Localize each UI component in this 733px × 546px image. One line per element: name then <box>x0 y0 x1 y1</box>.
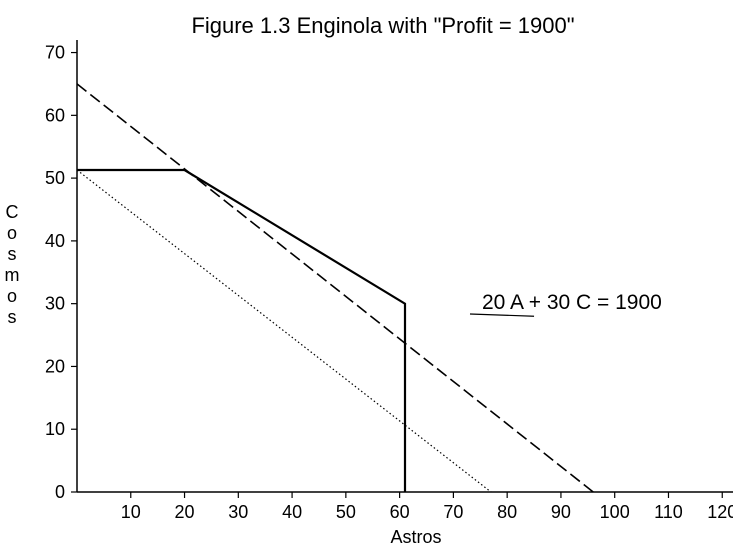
y-tick-label: 10 <box>45 419 65 439</box>
y-axis-label-char: m <box>5 265 20 285</box>
x-tick-label: 50 <box>336 502 356 522</box>
x-tick-label: 110 <box>654 502 683 522</box>
x-tick-label: 70 <box>443 502 463 522</box>
y-axis-label-char: s <box>8 244 17 264</box>
y-tick-label: 70 <box>45 43 65 63</box>
x-tick-label: 40 <box>282 502 302 522</box>
y-ticks: 0 10 20 30 40 50 60 70 <box>45 43 77 502</box>
y-tick-label: 50 <box>45 168 65 188</box>
annotation-equation: 20 A + 30 C = 1900 <box>482 291 662 314</box>
y-tick-label: 40 <box>45 231 65 251</box>
annotation-leader-line <box>469 313 535 317</box>
x-tick-label: 120 <box>707 502 733 522</box>
x-tick-label: 10 <box>121 502 141 522</box>
y-tick-label: 20 <box>45 356 65 376</box>
series-line-solid <box>77 168 407 492</box>
y-tick-label: 60 <box>45 105 65 125</box>
x-tick-label: 90 <box>551 502 571 522</box>
series-line-dotted <box>76 169 492 493</box>
x-tick-label: 30 <box>228 502 248 522</box>
y-tick-label: 30 <box>45 294 65 314</box>
x-tick-label: 60 <box>390 502 410 522</box>
y-axis-label-char: o <box>7 286 17 306</box>
y-axis-label-char: C <box>6 202 19 222</box>
x-tick-label: 100 <box>600 502 630 522</box>
x-axis-label: Astros <box>390 527 441 546</box>
y-axis-label-char: s <box>8 307 17 327</box>
x-ticks: 10 20 30 40 50 60 70 80 90 100 110 120 <box>121 492 733 522</box>
chart-title: Figure 1.3 Enginola with "Profit = 1900" <box>191 13 574 38</box>
x-tick-label: 80 <box>497 502 517 522</box>
series-layer <box>76 83 594 493</box>
series-line-dashed <box>76 83 594 493</box>
x-tick-label: 20 <box>175 502 195 522</box>
y-tick-label: 0 <box>55 482 65 502</box>
y-axis-label-char: o <box>7 223 17 243</box>
